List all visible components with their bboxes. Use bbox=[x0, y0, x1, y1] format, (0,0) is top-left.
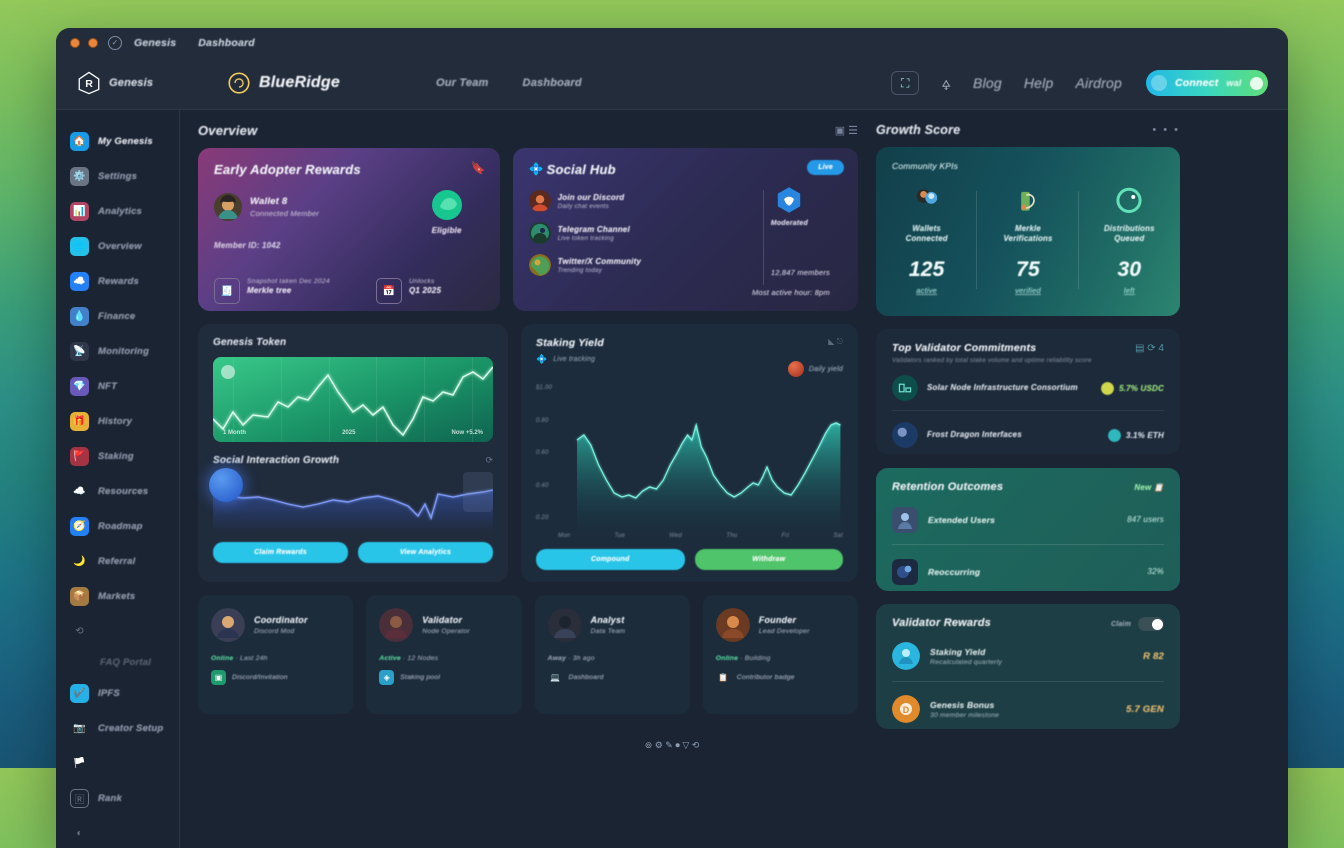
svg-text:R: R bbox=[85, 78, 93, 90]
svg-text:D: D bbox=[903, 705, 910, 715]
